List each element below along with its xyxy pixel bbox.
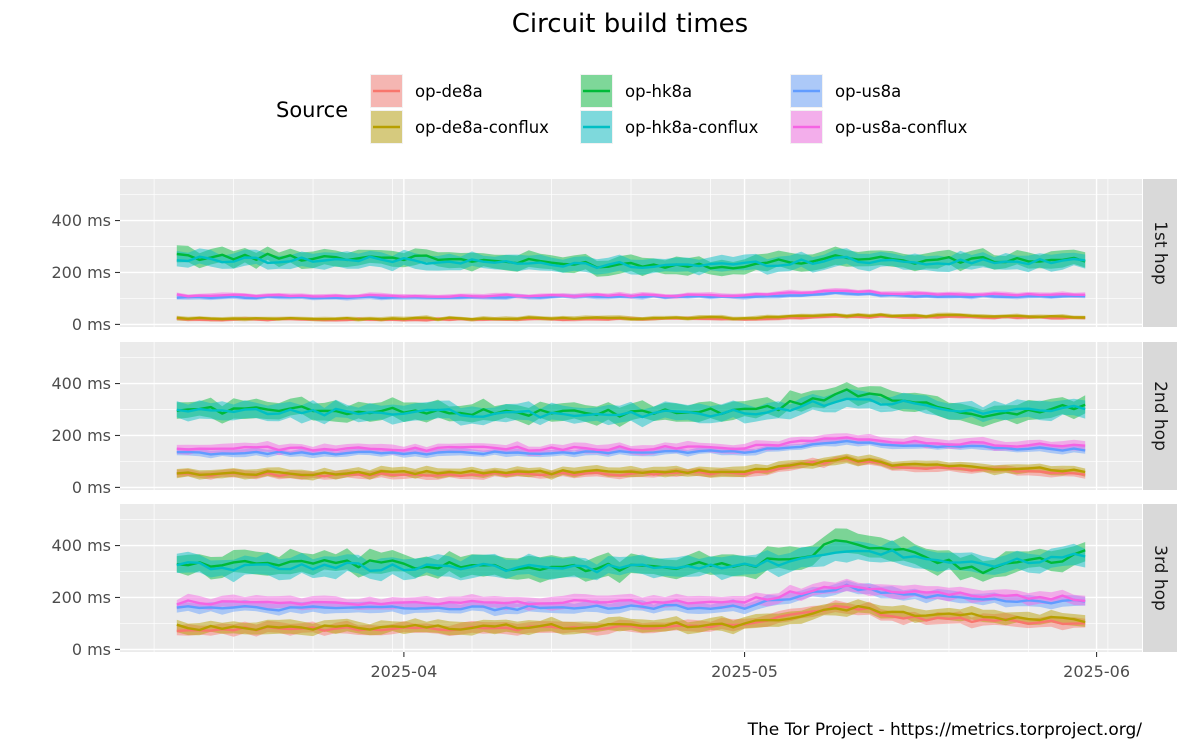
y-tick-label: 0 ms <box>72 640 111 659</box>
facet-strip <box>1143 342 1177 490</box>
chart-title: Circuit build times <box>512 9 748 39</box>
y-tick-label: 200 ms <box>51 263 111 282</box>
series-line-op-us8a <box>176 583 1086 612</box>
legend-key-op-us8a <box>790 74 823 108</box>
y-tick-label: 400 ms <box>51 374 111 393</box>
series-line-op-hk8a-conflux <box>176 549 1086 574</box>
legend-label: op-de8a-conflux <box>415 118 549 137</box>
legend-label: op-de8a <box>415 82 483 101</box>
series-line-op-de8a <box>176 457 1086 478</box>
legend-key-op-us8a-conflux <box>790 110 823 144</box>
legend-key-op-de8a-conflux <box>370 110 403 144</box>
series-line-op-hk8a <box>176 252 1086 270</box>
legend-label: op-hk8a-conflux <box>625 118 759 137</box>
legend-title: Source <box>276 98 348 122</box>
series-line-op-us8a-conflux <box>176 584 1086 606</box>
legend-label: op-us8a <box>835 82 901 101</box>
series-line-op-de8a-conflux <box>176 313 1086 321</box>
series-line-op-us8a <box>176 439 1086 456</box>
panel-1: 0 ms 200 ms 400 ms 1st hop <box>51 179 1177 334</box>
facet-label: 3rd hop <box>1150 545 1170 611</box>
legend-key-op-de8a <box>370 74 403 108</box>
legend-label: op-us8a-conflux <box>835 118 968 137</box>
y-tick-label: 200 ms <box>51 588 111 607</box>
y-tick-label: 0 ms <box>72 478 111 497</box>
facet-label: 1st hop <box>1150 221 1170 285</box>
legend-label: op-hk8a <box>625 82 692 101</box>
panels: 0 ms 200 ms 400 ms 1st hop 0 ms 200 ms 400 ms 2… <box>51 179 1177 659</box>
y-tick-label: 200 ms <box>51 426 111 445</box>
panel-3: 0 ms 200 ms 400 ms 3rd hop <box>51 504 1177 659</box>
facet-label: 2nd hop <box>1150 381 1170 451</box>
caption: The Tor Project - https://metrics.torpro… <box>747 720 1143 740</box>
series-line-op-us8a-conflux <box>176 289 1086 298</box>
series-line-op-de8a <box>176 604 1086 633</box>
panel-2: 0 ms 200 ms 400 ms 2nd hop <box>51 342 1177 497</box>
legend-key-op-hk8a <box>580 74 613 108</box>
facet-strip <box>1143 179 1177 327</box>
facet-strip <box>1143 504 1177 652</box>
x-tick-label: 2025-05 <box>711 662 778 681</box>
series-line-op-hk8a-conflux <box>176 255 1086 270</box>
y-tick-label: 400 ms <box>51 211 111 230</box>
series-line-op-hk8a-conflux <box>176 397 1086 419</box>
legend: Source op-de8a op-de8a-conflux op-hk8a op-h… <box>276 74 968 144</box>
legend-key-op-hk8a-conflux <box>580 110 613 144</box>
series-line-op-de8a-conflux <box>176 605 1086 632</box>
x-tick-label: 2025-06 <box>1063 662 1130 681</box>
y-tick-label: 0 ms <box>72 315 111 334</box>
series-line-op-de8a-conflux <box>176 456 1086 477</box>
y-tick-label: 400 ms <box>51 536 111 555</box>
series-line-op-us8a-conflux <box>176 436 1086 452</box>
x-axis: 2025-04 2025-05 2025-06 <box>370 652 1130 681</box>
ribbon-op-hk8a <box>176 245 1086 277</box>
x-tick-label: 2025-04 <box>370 662 437 681</box>
ribbon-op-hk8a <box>176 382 1086 427</box>
